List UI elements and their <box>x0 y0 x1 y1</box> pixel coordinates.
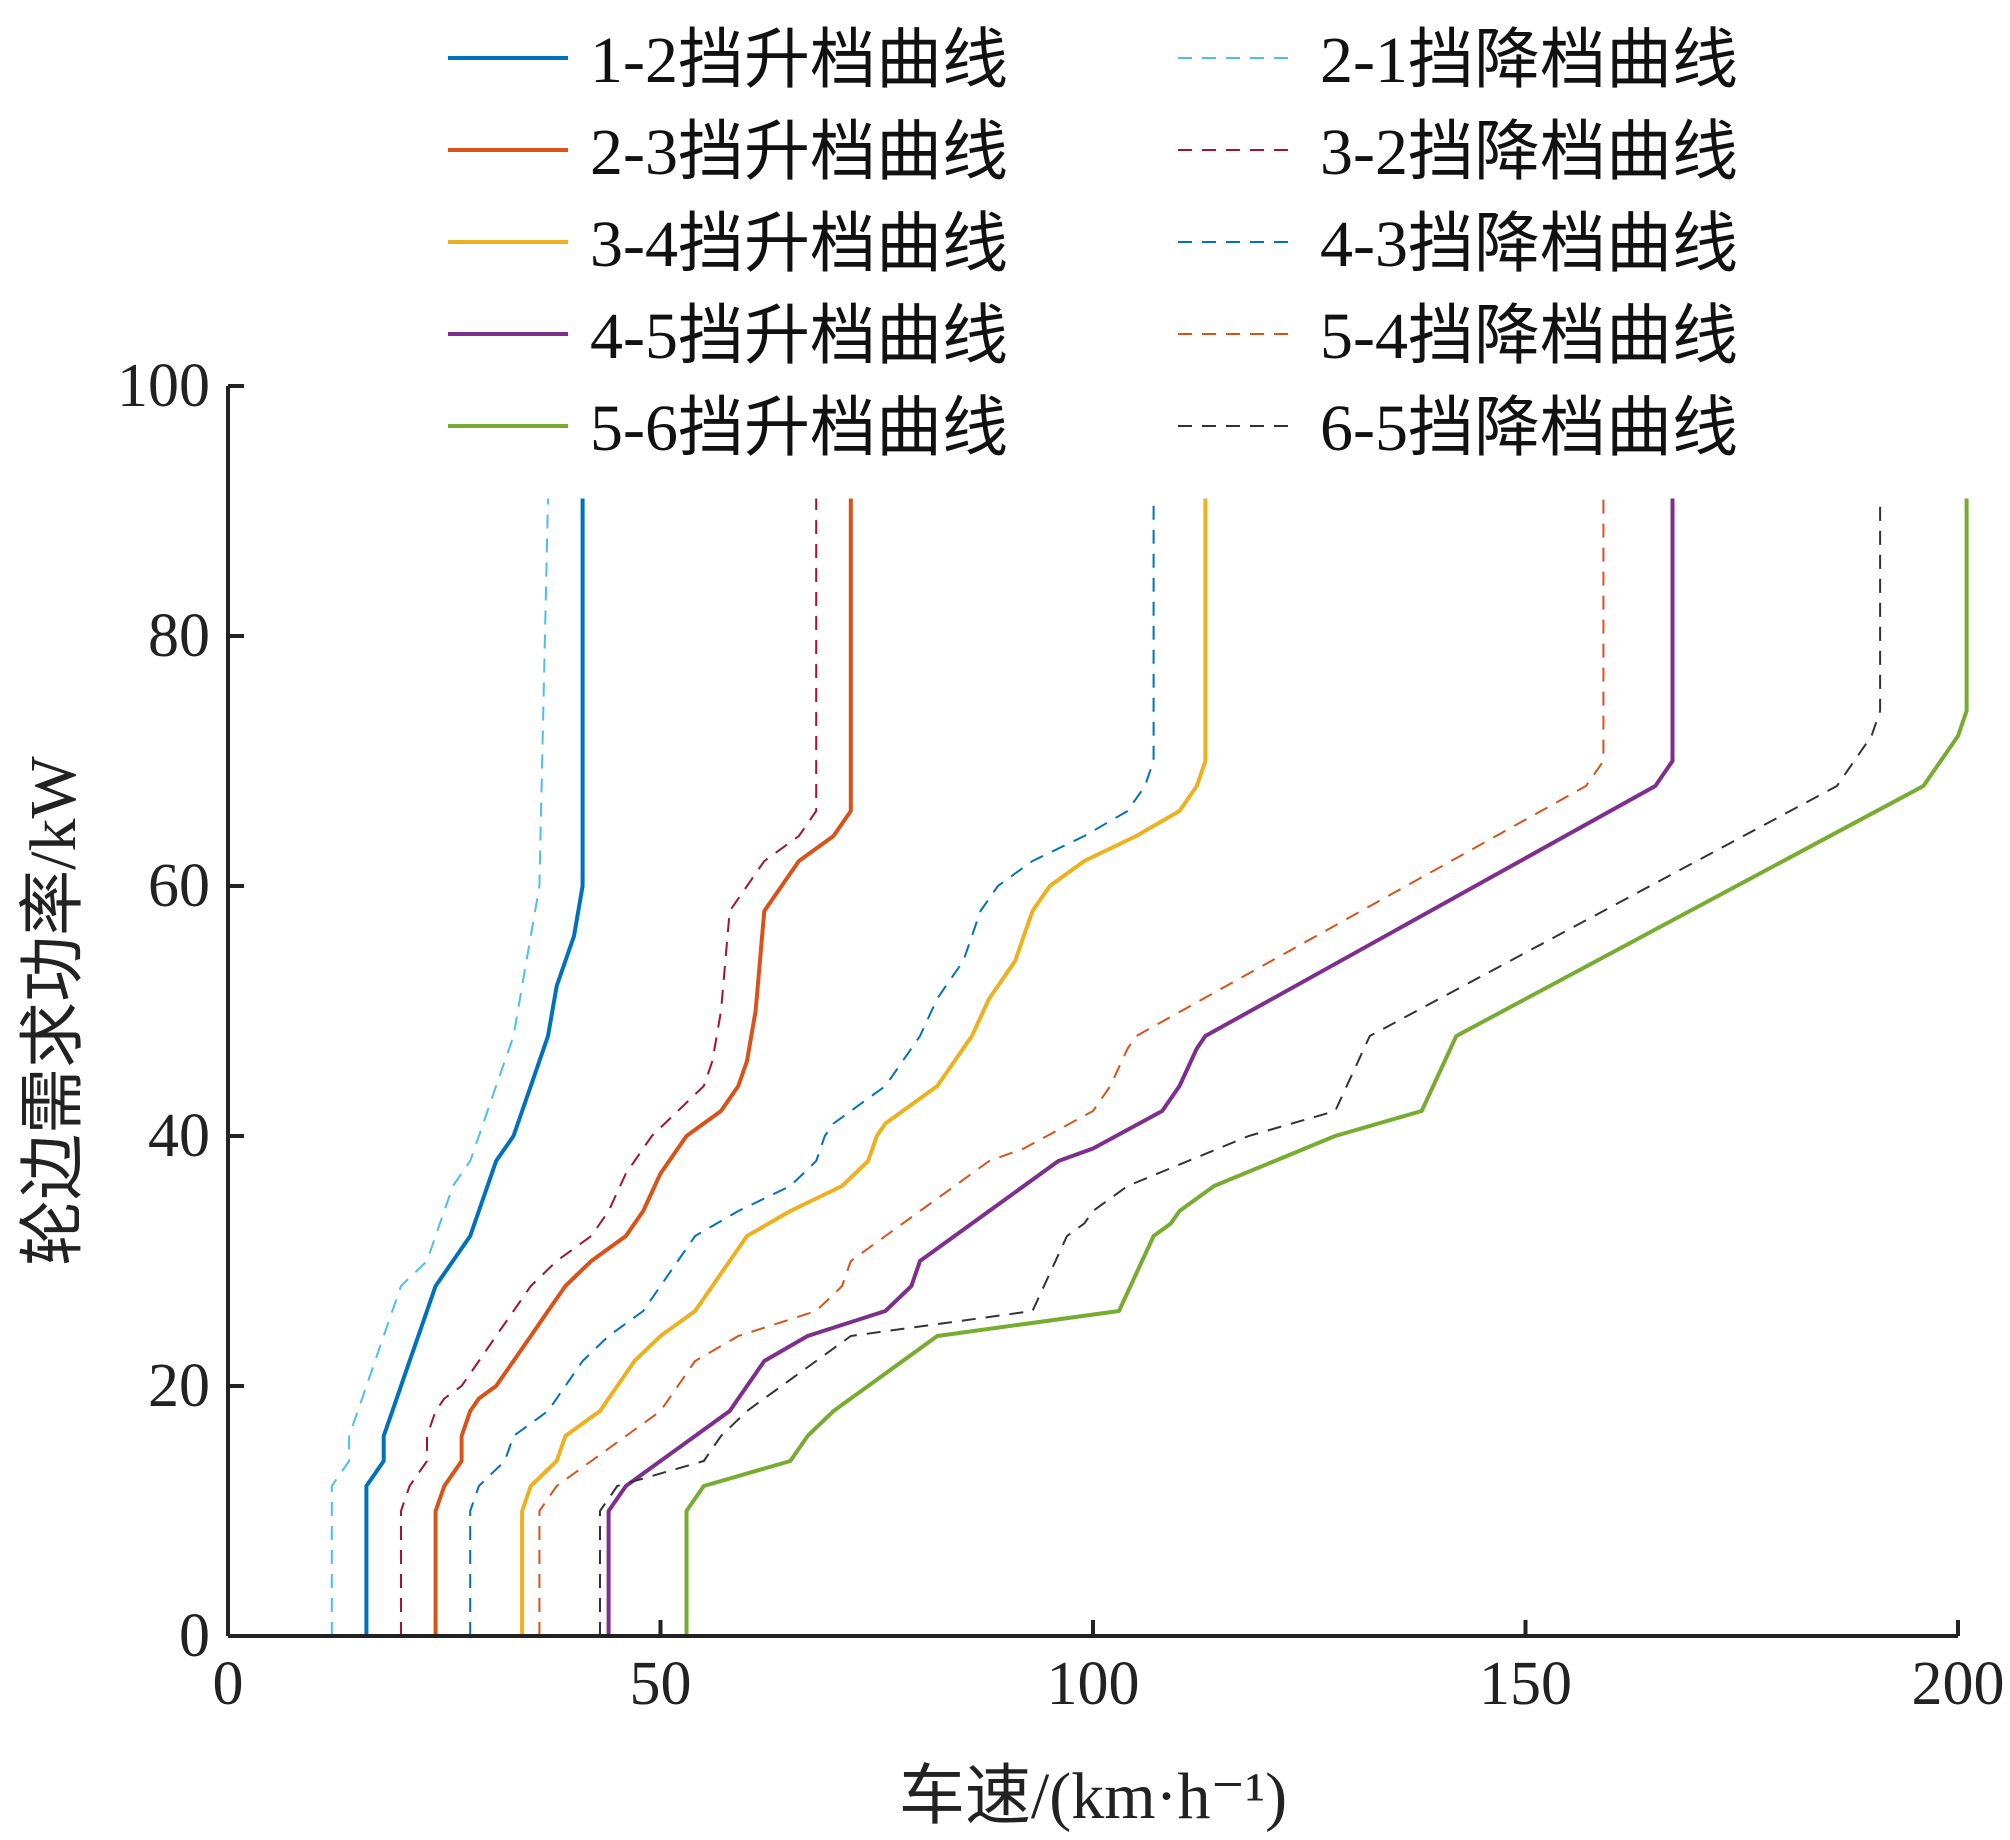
x-tick-label: 0 <box>213 1650 244 1718</box>
legend-label: 6-5挡降档曲线 <box>1320 392 1738 465</box>
series-line-4-5挡升档曲线 <box>606 498 1675 1636</box>
y-tick-label: 40 <box>148 1102 210 1170</box>
x-tick-label: 150 <box>1479 1650 1572 1718</box>
legend-label: 3-2挡降档曲线 <box>1320 116 1738 189</box>
series-line-3-4挡升档曲线 <box>520 498 1208 1636</box>
y-ticks: 0 20 40 60 80 100 <box>117 352 244 1670</box>
y-tick-label: 100 <box>117 352 210 420</box>
y-axis-label: 轮边需求功率/kW <box>17 755 90 1265</box>
legend-label: 4-3挡降档曲线 <box>1320 208 1738 281</box>
x-tick-label: 200 <box>1912 1650 2005 1718</box>
legend: 1-2挡升档曲线 2-3挡升档曲线 3-4挡升档曲线 4-5挡升档曲线 5-6挡升档曲线… <box>448 24 1738 465</box>
series-line-1-2挡升档曲线 <box>364 498 585 1636</box>
y-tick-label: 60 <box>148 852 210 920</box>
y-tick-label: 20 <box>148 1352 210 1420</box>
series-line-6-5挡降档曲线 <box>599 498 1882 1636</box>
legend-label: 2-3挡升档曲线 <box>590 116 1008 189</box>
y-tick-label: 0 <box>179 1602 210 1670</box>
y-tick-label: 80 <box>148 602 210 670</box>
legend-label: 1-2挡升档曲线 <box>590 24 1008 97</box>
x-tick-label: 100 <box>1047 1650 1140 1718</box>
series-line-4-3挡降档曲线 <box>469 498 1155 1636</box>
plot-series <box>330 498 1969 1636</box>
x-ticks: 0 50 100 150 200 <box>213 1620 2005 1718</box>
axes: 0 50 100 150 200 0 20 40 60 80 100 <box>117 352 2005 1718</box>
legend-label: 5-4挡降档曲线 <box>1320 300 1738 373</box>
series-line-3-2挡降档曲线 <box>400 498 818 1636</box>
legend-label: 3-4挡升档曲线 <box>590 208 1008 281</box>
x-axis-label: 车速/(km·h⁻¹) <box>899 1760 1287 1833</box>
series-line-5-4挡降档曲线 <box>538 498 1605 1636</box>
legend-label: 2-1挡降档曲线 <box>1320 24 1738 97</box>
legend-label: 5-6挡升档曲线 <box>590 392 1008 465</box>
series-line-2-1挡降档曲线 <box>330 498 549 1636</box>
legend-label: 4-5挡升档曲线 <box>590 300 1008 373</box>
x-tick-label: 50 <box>630 1650 692 1718</box>
series-line-2-3挡升档曲线 <box>433 498 853 1636</box>
series-line-5-6挡升档曲线 <box>684 498 1969 1636</box>
